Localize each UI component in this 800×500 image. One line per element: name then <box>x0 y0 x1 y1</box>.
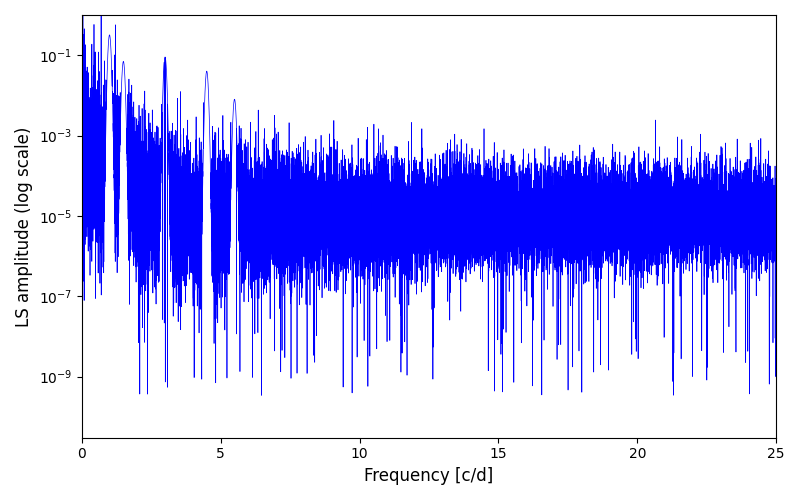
X-axis label: Frequency [c/d]: Frequency [c/d] <box>364 467 494 485</box>
Y-axis label: LS amplitude (log scale): LS amplitude (log scale) <box>15 126 33 326</box>
